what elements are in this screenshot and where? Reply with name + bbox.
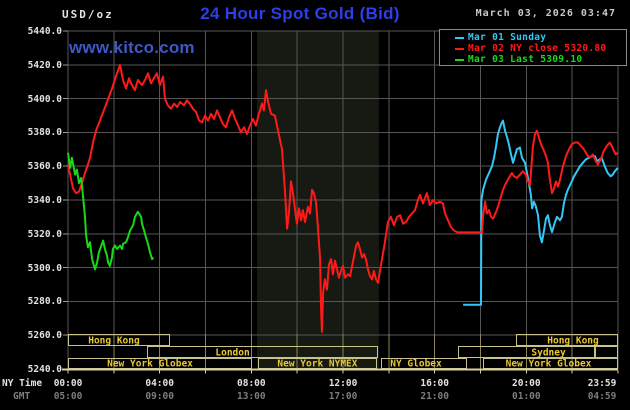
x-tick-label-ny: 23:59 [587,378,617,389]
kitco-watermark: www.kitco.com [69,38,195,57]
x-axis-bar [62,368,618,371]
x-tick-label-gmt: 17:00 [328,391,358,402]
session-box [458,346,596,358]
session-box [516,334,618,346]
session-box [68,334,170,346]
x-tick-label-ny: 16:00 [420,378,449,389]
gmt-axis-label: GMT [13,391,31,402]
y-tick-label: 5380.0 [27,127,62,139]
x-tick-label-gmt: 13:00 [237,391,266,402]
session-label: Hong Kong [547,336,599,347]
y-axis-unit-label: USD/oz [62,8,114,21]
x-tick-label-gmt: 05:00 [53,391,83,402]
legend: Mar 01 Sunday Mar 02 NY close 5320.80 Mar … [439,29,627,66]
x-axis-line [62,368,619,374]
x-tick-label-gmt: 21:00 [420,391,449,402]
session-label: New York NYMEX [277,359,357,370]
x-tick-label-ny: 08:00 [237,378,266,389]
y-tick-label: 5440.0 [27,26,62,37]
x-tick-label-ny: 12:00 [328,378,358,389]
session-box [595,346,618,358]
y-tick-label: 5320.0 [27,228,62,240]
page-title: 24 Hour Spot Gold (Bid) [200,4,400,23]
y-tick-label: 5420.0 [27,59,62,71]
legend-label: Mar 01 Sunday [468,32,547,43]
chart-datetime: March 03, 2026 03:47 [475,8,616,19]
session-label: New York Globex [506,359,592,370]
legend-item: Mar 01 Sunday [455,32,626,43]
legend-dash-icon [455,58,464,61]
y-tick-label: 5260.0 [27,330,62,342]
ny-time-axis-label: NY Time [2,378,43,389]
price-line [67,152,155,271]
y-tick-label: 5340.0 [27,195,62,206]
y-tick-label: 5240.0 [27,364,62,375]
y-tick-label: 5300.0 [27,262,62,274]
legend-item: Mar 03 Last 5309.10 [455,54,626,65]
session-label: Sydney [531,348,566,359]
x-tick-label-ny: 00:00 [53,378,83,389]
legend-dash-icon [455,36,464,39]
session-label: Hong Kong [88,336,140,347]
session-box [147,346,379,358]
legend-item: Mar 02 NY close 5320.80 [455,43,626,54]
x-tick-label-gmt: 04:59 [587,391,617,402]
x-tick-label-gmt: 01:00 [512,391,541,402]
legend-dash-icon [455,47,464,50]
session-label: London [215,348,249,359]
x-tick-label-ny: 04:00 [145,378,174,389]
y-tick-label: 5280.0 [27,296,62,308]
price-lines [67,63,619,333]
legend-label: Mar 02 NY close 5320.80 [468,43,607,54]
x-tick-label-gmt: 09:00 [145,391,174,402]
y-tick-label: 5400.0 [27,93,62,105]
x-tick-label-ny: 20:00 [512,378,541,389]
session-label: NY Globex [390,359,442,370]
price-line [67,63,619,333]
legend-label: Mar 03 Last 5309.10 [468,54,583,65]
y-tick-label: 5360.0 [27,161,62,173]
session-label: New York Globex [107,359,193,370]
